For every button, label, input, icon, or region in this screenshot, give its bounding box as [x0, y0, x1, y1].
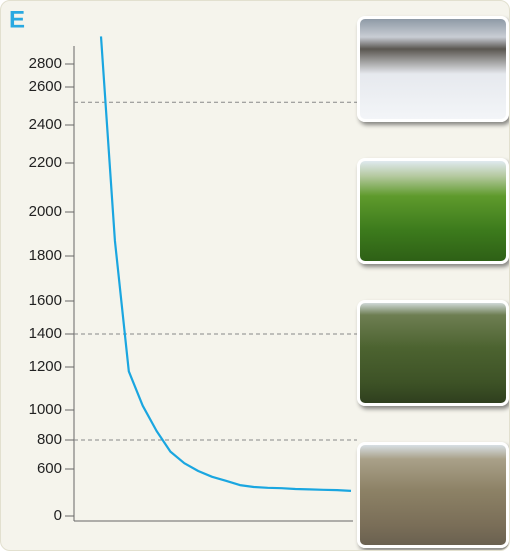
y-tick-label: 800: [37, 431, 62, 448]
y-tick-label: 1000: [29, 401, 62, 418]
y-tick-label: 600: [37, 460, 62, 477]
photo-forest: [357, 300, 509, 406]
y-tick-label: 2800: [29, 55, 62, 72]
y-tick-label: 1200: [29, 358, 62, 375]
panel-letter: E: [9, 6, 25, 33]
photo-snow: [357, 16, 509, 122]
y-tick-label: 1800: [29, 247, 62, 264]
y-tick-label: 1400: [29, 325, 62, 342]
y-tick-label: 2400: [29, 116, 62, 133]
y-tick-label: 0: [54, 507, 62, 524]
y-tick-label: 2200: [29, 154, 62, 171]
photo-shrubland: [357, 442, 509, 548]
photo-grassland: [357, 158, 509, 264]
y-tick-label: 2600: [29, 78, 62, 95]
y-tick-label: 2000: [29, 203, 62, 220]
y-tick-label: 1600: [29, 292, 62, 309]
elevation-curve: [99, 36, 352, 492]
